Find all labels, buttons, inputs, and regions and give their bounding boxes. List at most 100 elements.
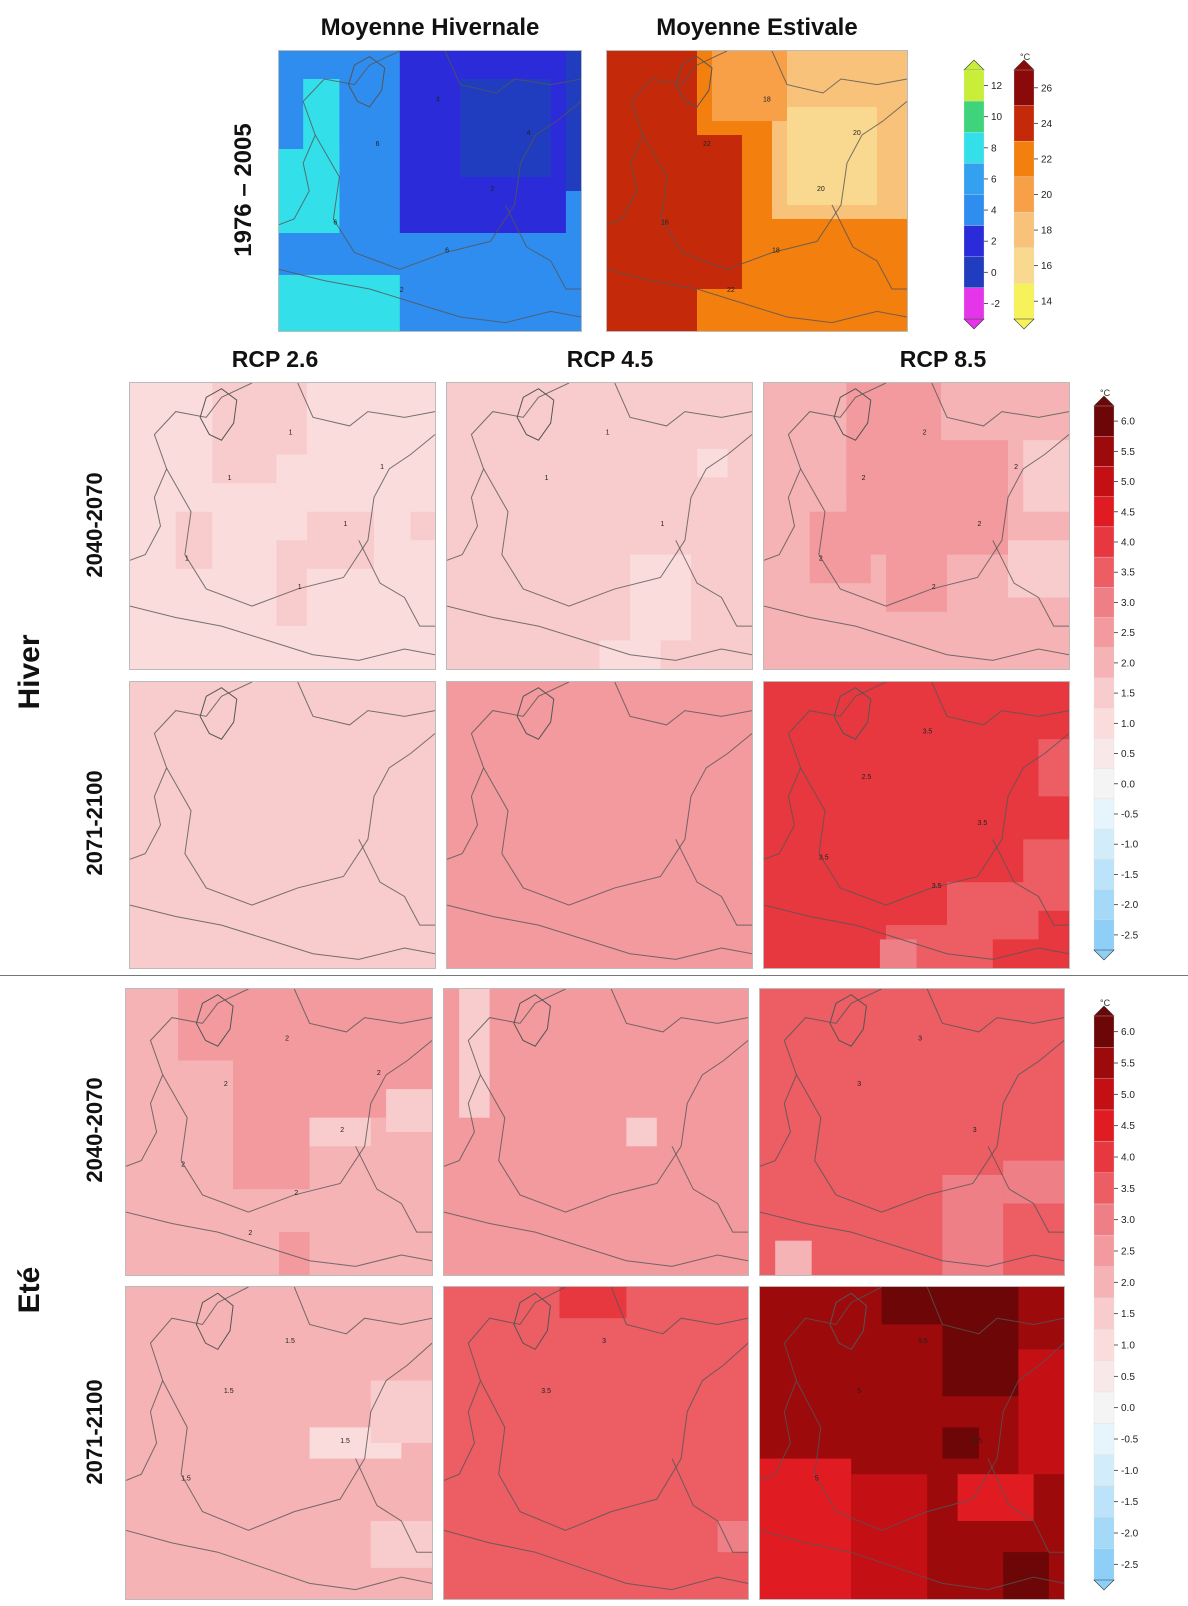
colorbar-tick-label: 26 <box>1041 83 1053 94</box>
colorbar-swatch <box>963 132 985 164</box>
colorbar-swatch <box>1093 1047 1115 1079</box>
map-border-line <box>671 1458 748 1553</box>
colorbar-tick-label: -2.0 <box>1121 1529 1139 1540</box>
colorbar-swatch <box>1093 738 1115 769</box>
colorbar-swatch <box>1093 496 1115 528</box>
contour-label: 3.5 <box>819 854 829 861</box>
contour-label: 3 <box>602 1338 606 1345</box>
contour-label: 22 <box>703 141 711 148</box>
colorbar-swatch <box>1093 828 1115 860</box>
map-grid-cell <box>886 526 947 612</box>
map-border-line <box>126 1211 432 1267</box>
map-hiver-2071-2100-rcp26 <box>129 681 436 969</box>
map-grid-cell <box>303 79 340 219</box>
map-border-line <box>297 682 435 726</box>
map-hiver-2071-2100-rcp45 <box>446 681 753 969</box>
map-border-line <box>642 101 907 270</box>
map-border-line <box>126 1287 249 1481</box>
map-border-line <box>800 733 1069 906</box>
colorbar-tick-label: -1.5 <box>1121 1497 1139 1508</box>
colorbar-tick-label: 0 <box>991 268 997 279</box>
map-border-line <box>444 1211 748 1267</box>
contour-label: 3.5 <box>923 728 933 735</box>
colorbar-swatch <box>963 100 985 133</box>
contour-label: 3.5 <box>932 883 942 890</box>
map-canvas <box>130 682 435 968</box>
colorbar-tick-label: -1.0 <box>1121 1466 1139 1477</box>
map-border-line <box>992 540 1069 627</box>
colorbar-swatch <box>1093 798 1115 830</box>
colorbar-swatch <box>1093 859 1115 890</box>
contour-label: 2 <box>400 287 404 294</box>
colorbar-swatch <box>1093 1109 1115 1142</box>
map-canvas: 1 1 1 <box>447 383 752 669</box>
colorbar-swatch <box>1093 708 1115 739</box>
colorbar-swatch <box>1093 1266 1115 1299</box>
map-ete-2040-2070-rcp26: 2 2 2 2 2 2 2 <box>125 988 433 1276</box>
colorbar-swatch <box>1093 526 1115 558</box>
colorbar-anomaly-winter: °C 6.0 5.5 5.0 4.5 4.0 3.5 3.0 2.5 2.0 1.5 1.0 0.5 0.… <box>1082 384 1162 964</box>
colorbar-arrow-bottom <box>1013 318 1035 330</box>
colorbar-tick-label: 8 <box>991 143 997 154</box>
contour-label: 3.5 <box>541 1388 551 1395</box>
map-canvas: 1.5 1.5 1.5 1.5 <box>126 1287 432 1599</box>
contour-label: 2 <box>862 475 866 482</box>
map-border-line <box>355 1146 432 1233</box>
map-border-line <box>607 51 728 226</box>
map-hiver-2040-2070-rcp26: 1 1 1 1 1 1 <box>129 382 436 670</box>
map-canvas: 6 4 2 6 6 4 2 <box>279 51 581 331</box>
colorbar-arrow-top <box>1093 395 1115 407</box>
colorbar-swatch <box>1093 1454 1115 1487</box>
colorbar-tick-label: 5.5 <box>1121 447 1135 458</box>
map-lake-outline <box>829 1292 867 1351</box>
label-season-summer: Eté <box>13 1266 46 1314</box>
map-border-line <box>800 434 1069 607</box>
contour-label: 2 <box>285 1035 289 1042</box>
map-lake-outline <box>516 388 555 441</box>
label-baseline-period: 1976 – 2005 <box>230 123 257 257</box>
map-border-line <box>771 51 907 94</box>
colorbar-swatch <box>1093 617 1115 648</box>
map-border-line <box>675 839 752 926</box>
contour-label: 2 <box>490 186 494 193</box>
colorbar-tick-label: -1.0 <box>1121 840 1139 851</box>
colorbar-tick-label: 2.5 <box>1121 628 1135 639</box>
map-baseline-winter: 6 4 2 6 6 4 2 <box>278 50 582 332</box>
map-border-line <box>447 904 752 960</box>
label-season-winter: Hiver <box>13 634 46 710</box>
colorbar-canvas: °C 6.0 5.5 5.0 4.5 4.0 3.5 3.0 2.5 2.0 1.5 1.0 0.5 0.… <box>1093 388 1139 961</box>
colorbar-canvas: 12 10 8 6 4 2 0 -2 <box>963 59 1002 330</box>
map-grid-cell <box>1008 540 1069 598</box>
colorbar-tick-label: -1.5 <box>1121 870 1139 881</box>
contour-label: 3 <box>973 1127 977 1134</box>
colorbar-unit: °C <box>1020 52 1031 62</box>
colorbar-tick-label: 0.5 <box>1121 1372 1135 1383</box>
map-grid-cell <box>626 1117 657 1147</box>
colorbar-swatch <box>1093 677 1115 709</box>
map-border-line <box>480 1040 748 1213</box>
contour-label: 4 <box>436 96 440 103</box>
map-border-line <box>358 839 435 926</box>
map-hiver-2071-2100-rcp85: 2.5 3.5 3.5 3.5 3.5 <box>763 681 1070 969</box>
map-grid-cell <box>1003 1160 1064 1204</box>
contour-label: 5 <box>857 1388 861 1395</box>
contour-label: 1.5 <box>181 1475 191 1482</box>
map-grid-cell <box>697 135 742 289</box>
map-grid-cell <box>178 1060 234 1275</box>
map-lake-outline <box>833 388 872 441</box>
map-lake-outline <box>513 1292 551 1351</box>
map-grid-cell <box>775 1240 812 1275</box>
map-border-line <box>610 1287 748 1335</box>
colorbar-tick-label: -2.0 <box>1121 900 1139 911</box>
colorbar-swatch <box>1093 436 1115 467</box>
map-border-line <box>166 733 435 906</box>
colorbar-tick-label: 1.0 <box>1121 1341 1135 1352</box>
label-winter-2071-2100: 2071-2100 <box>82 770 107 876</box>
map-grid-cell <box>126 989 179 1275</box>
colorbar-swatch <box>963 194 985 226</box>
contour-label: 6 <box>445 248 449 255</box>
colorbar-tick-label: -0.5 <box>1121 810 1139 821</box>
map-border-line <box>931 383 1069 427</box>
map-border-line <box>483 434 752 607</box>
map-border-line <box>355 1458 432 1553</box>
